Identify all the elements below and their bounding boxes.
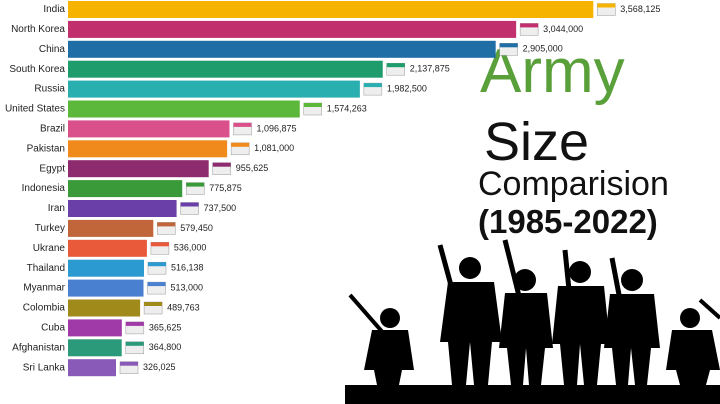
- value-label: 365,625: [149, 322, 182, 332]
- category-label: Russia: [34, 84, 65, 95]
- flag-stripe: [125, 321, 144, 326]
- bar: [68, 319, 122, 337]
- bar: [68, 100, 300, 118]
- flag-stripe: [180, 202, 199, 207]
- category-label: Turkey: [35, 223, 65, 234]
- flag-stripe: [147, 282, 166, 287]
- flag-stripe: [520, 23, 539, 28]
- bar: [68, 339, 122, 357]
- bar: [68, 299, 141, 317]
- value-label: 1,096,875: [256, 123, 296, 133]
- category-label: Pakistan: [27, 143, 65, 154]
- value-label: 513,000: [171, 282, 204, 292]
- category-label: Iran: [48, 203, 65, 214]
- value-label: 536,000: [174, 243, 207, 253]
- category-label: South Korea: [9, 64, 65, 75]
- soldiers: [345, 239, 720, 404]
- bar: [68, 200, 177, 217]
- category-label: Egypt: [39, 163, 65, 174]
- flag-stripe: [303, 103, 322, 107]
- flag-stripe: [233, 122, 252, 127]
- flag-stripe: [186, 182, 205, 187]
- bar: [68, 80, 360, 98]
- flag-stripe: [119, 361, 138, 366]
- bar: [68, 279, 144, 297]
- value-label: 775,875: [209, 183, 242, 193]
- value-label: 3,568,125: [620, 4, 660, 14]
- bar: [68, 60, 383, 78]
- category-label: Afghanistan: [12, 342, 65, 353]
- category-label: Myanmar: [23, 283, 65, 294]
- value-label: 955,625: [236, 163, 269, 173]
- flag-stripe: [363, 83, 382, 88]
- value-label: 516,138: [171, 263, 204, 273]
- category-label: Colombia: [23, 303, 66, 314]
- bar: [68, 1, 594, 18]
- title-line: Comparision: [478, 165, 669, 203]
- category-label: India: [43, 4, 65, 15]
- flag-stripe: [150, 242, 169, 247]
- bar: [68, 239, 147, 257]
- category-label: Ukrane: [33, 243, 66, 254]
- title-line: Size: [484, 112, 589, 172]
- value-label: 1,574,263: [327, 103, 367, 113]
- bar: [68, 359, 116, 377]
- bar: [68, 120, 230, 138]
- value-label: 3,044,000: [543, 24, 583, 34]
- flag-stripe: [212, 162, 231, 167]
- flag-stripe: [125, 341, 144, 346]
- bar: [68, 219, 154, 237]
- category-label: Thailand: [27, 263, 65, 274]
- category-label: Sri Lanka: [23, 362, 66, 373]
- value-label: 1,081,000: [254, 143, 294, 153]
- value-label: 2,905,000: [523, 44, 563, 54]
- category-label: North Korea: [11, 24, 65, 35]
- value-label: 737,500: [204, 203, 237, 213]
- bar: [68, 40, 496, 58]
- bar: [68, 259, 144, 277]
- bar: [68, 180, 183, 198]
- value-label: 579,450: [180, 223, 213, 233]
- category-label: Brazil: [40, 124, 65, 135]
- bar: [68, 160, 209, 178]
- value-label: 326,025: [143, 362, 176, 372]
- flag-stripe: [386, 63, 405, 68]
- bar: [68, 140, 228, 158]
- flag-stripe: [157, 222, 176, 227]
- flag-stripe: [144, 302, 163, 306]
- value-label: 1,982,500: [387, 83, 427, 93]
- flag-stripe: [231, 142, 250, 147]
- category-label: China: [39, 44, 66, 55]
- value-label: 2,137,875: [410, 64, 450, 74]
- value-label: 364,800: [149, 342, 182, 352]
- title-line: (1985-2022): [478, 203, 658, 240]
- bar: [68, 20, 517, 38]
- flag-stripe: [499, 43, 518, 48]
- flag-stripe: [597, 3, 616, 8]
- category-label: United States: [5, 104, 65, 115]
- category-label: Cuba: [41, 323, 65, 334]
- category-label: Indonesia: [22, 183, 66, 194]
- value-label: 489,763: [167, 302, 200, 312]
- flag-stripe: [147, 262, 166, 267]
